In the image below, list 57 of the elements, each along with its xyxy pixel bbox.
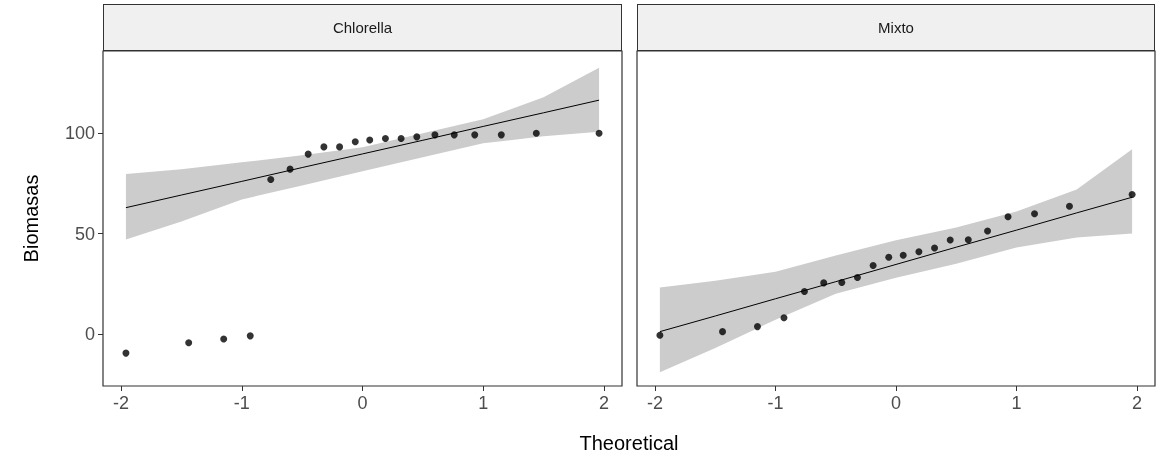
x-tick-label: -2 bbox=[647, 393, 664, 413]
point bbox=[471, 131, 479, 139]
point bbox=[381, 134, 389, 142]
x-tick-label: 2 bbox=[1131, 393, 1142, 413]
x-tick-label: 0 bbox=[357, 393, 368, 413]
y-axis-title: Biomasas bbox=[20, 174, 42, 263]
point bbox=[351, 138, 359, 146]
point bbox=[397, 134, 405, 142]
point bbox=[853, 273, 861, 281]
point bbox=[1004, 213, 1012, 221]
point bbox=[413, 133, 421, 141]
line-series bbox=[125, 99, 600, 209]
point bbox=[820, 279, 828, 287]
point bbox=[595, 129, 603, 137]
point bbox=[838, 278, 846, 286]
point bbox=[931, 244, 939, 252]
y-tick-label: 0 bbox=[84, 323, 95, 344]
point bbox=[984, 227, 992, 235]
x-tick-label: 1 bbox=[1011, 393, 1022, 413]
point bbox=[869, 261, 877, 269]
y-tick-label: 100 bbox=[64, 123, 95, 144]
point bbox=[246, 332, 254, 340]
x-tick-label: 0 bbox=[890, 393, 902, 413]
point bbox=[286, 165, 294, 173]
point bbox=[885, 253, 893, 261]
point bbox=[1031, 210, 1039, 218]
point bbox=[366, 136, 374, 144]
x-axis-title: Theoretical bbox=[578, 432, 680, 455]
point bbox=[336, 143, 344, 151]
point bbox=[497, 131, 505, 139]
chart-title: Mixto bbox=[637, 4, 1155, 51]
point bbox=[1065, 202, 1073, 210]
point bbox=[899, 251, 907, 259]
chart-title: Chlorella bbox=[103, 4, 622, 51]
point bbox=[320, 143, 328, 151]
point bbox=[220, 335, 228, 343]
y-tick-label: 50 bbox=[74, 223, 95, 244]
x-tick-label: -1 bbox=[233, 393, 250, 413]
point bbox=[719, 328, 727, 336]
x-tick-label: 1 bbox=[478, 393, 489, 413]
point bbox=[915, 248, 923, 256]
point bbox=[431, 131, 439, 139]
point bbox=[946, 236, 954, 244]
point bbox=[1128, 190, 1136, 198]
point bbox=[964, 236, 972, 244]
point bbox=[800, 288, 808, 296]
x-tick-label: -1 bbox=[767, 393, 784, 413]
point bbox=[185, 339, 193, 347]
point bbox=[780, 314, 788, 322]
point bbox=[532, 129, 540, 137]
x-tick-label: 2 bbox=[598, 393, 609, 413]
point bbox=[267, 176, 275, 184]
point bbox=[753, 323, 761, 331]
point bbox=[450, 131, 458, 139]
x-tick-label: -2 bbox=[113, 393, 130, 413]
point bbox=[656, 331, 664, 339]
point bbox=[304, 150, 312, 158]
